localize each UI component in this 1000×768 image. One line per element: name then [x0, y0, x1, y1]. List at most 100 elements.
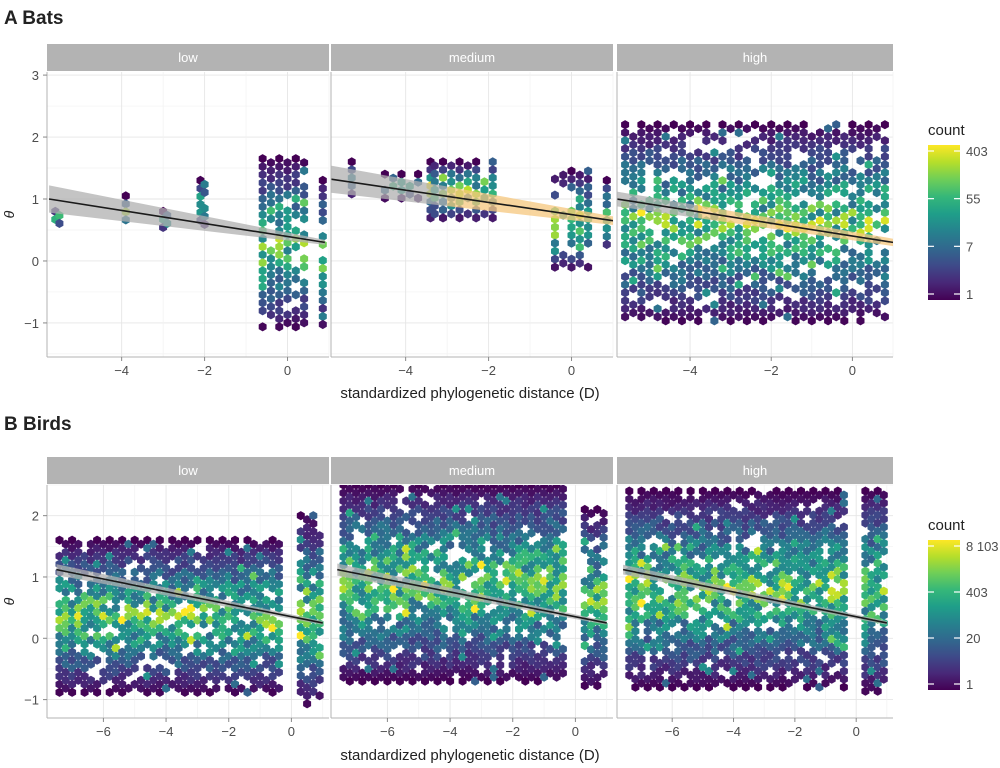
hexbin-cell: [602, 175, 611, 185]
hexbin-cell: [873, 550, 882, 560]
hexbin-cell: [558, 485, 567, 494]
hexbin-cell: [815, 546, 824, 556]
hexbin-cell: [833, 550, 842, 560]
hexbin-cell: [315, 643, 324, 653]
hexbin-cell: [861, 662, 870, 672]
hexbin-cell: [867, 530, 876, 540]
hexbin-cell: [833, 614, 842, 624]
hexbin-cell: [309, 543, 318, 553]
hexbin-cell: [502, 672, 511, 682]
hexbin-cell: [734, 192, 743, 202]
hexbin-cell: [187, 539, 196, 549]
hexbin-cell: [856, 212, 865, 222]
hexbin-cell: [726, 188, 735, 198]
hexbin-cell: [790, 522, 799, 532]
hexbin-cell: [480, 209, 489, 219]
hexbin-cell: [674, 654, 683, 664]
hexbin-cell: [717, 506, 726, 516]
hexbin-cell: [68, 631, 77, 641]
hexbin-cell: [540, 536, 549, 546]
hexbin-cell: [772, 526, 781, 536]
hexbin-cell: [212, 611, 221, 621]
hexbin-cell: [421, 660, 429, 670]
hexbin-cell: [262, 579, 271, 589]
hexbin-cell: [452, 648, 461, 658]
hexbin-cell: [686, 646, 695, 656]
hexbin-cell: [309, 679, 318, 689]
hexbin-cell: [315, 531, 324, 541]
hexbin-cell: [839, 546, 848, 556]
hexbin-cell: [778, 586, 787, 596]
hexbin-cell: [655, 490, 664, 500]
hexbin-cell: [686, 486, 695, 496]
hexbin-cell: [694, 276, 703, 286]
hexbin-cell: [300, 318, 309, 328]
hexbin-cell: [224, 651, 233, 661]
hexbin-cell: [735, 678, 744, 688]
hexbin-cell: [402, 600, 411, 610]
hexbin-cell: [686, 216, 694, 226]
hexbin-cell: [414, 496, 423, 506]
hexbin-cell: [655, 618, 664, 628]
hexbin-cell: [718, 152, 727, 162]
hexbin-cell: [775, 172, 784, 182]
hexbin-cell: [694, 260, 703, 270]
hexbin-cell: [674, 486, 683, 496]
hexbin-cell: [218, 559, 227, 569]
hexbin-cell: [472, 213, 481, 223]
hexbin-cell: [735, 526, 744, 536]
hexbin-cell: [533, 572, 542, 582]
hexbin-cell: [395, 588, 404, 598]
hexbin-cell: [767, 288, 776, 298]
hexbin-cell: [527, 664, 536, 674]
hexbin-cell: [558, 516, 567, 526]
hexbin-cell: [662, 598, 671, 608]
hexbin-cell: [790, 554, 799, 564]
hexbin-cell: [698, 526, 707, 536]
hexbin-cell: [345, 604, 354, 614]
hexbin-cell: [268, 655, 277, 665]
hexbin-cell: [694, 188, 703, 198]
hexbin-cell: [130, 551, 139, 561]
hexbin-cell: [370, 636, 379, 646]
hexbin-cell: [93, 599, 102, 609]
hexbin-cell: [256, 543, 265, 553]
hexbin-cell: [741, 674, 750, 684]
hexbin-cell: [735, 550, 744, 560]
hexbin-cell: [686, 264, 694, 274]
hexbin-cell: [643, 506, 652, 516]
hexbin-cell: [86, 611, 95, 621]
hexbin-cell: [643, 514, 652, 524]
hexbin-cell: [339, 552, 348, 562]
hexbin-cell: [364, 664, 373, 674]
hexbin-cell: [751, 304, 759, 314]
hexbin-cell: [680, 618, 689, 628]
hexbin-cell: [283, 222, 292, 232]
facet-strip: [617, 457, 893, 484]
hexbin-cell: [559, 258, 568, 268]
hexbin-cell: [821, 518, 830, 528]
hexbin-cell: [815, 618, 824, 628]
hexbin-cell: [741, 578, 750, 588]
hexbin-cell: [775, 156, 784, 166]
hexbin-cell: [784, 678, 793, 688]
y-axis-title: θ: [1, 210, 17, 218]
hexbin-cell: [515, 632, 523, 642]
hexbin-cell: [452, 528, 461, 538]
hexbin-cell: [477, 632, 486, 642]
hexbin-cell: [309, 551, 318, 561]
hexbin-cell: [421, 612, 429, 622]
hexbin-cell: [408, 604, 417, 614]
hexbin-cell: [686, 224, 694, 234]
hexbin-cell: [187, 555, 196, 565]
hexbin-cell: [754, 562, 763, 572]
hexbin-cell: [249, 675, 258, 685]
hexbin-cell: [558, 540, 567, 550]
hexbin-cell: [879, 538, 888, 548]
hexbin-cell: [686, 160, 694, 170]
hexbin-cell: [358, 588, 367, 598]
hexbin-cell: [645, 308, 654, 318]
hexbin-cell: [193, 575, 202, 585]
hexbin-cell: [821, 526, 830, 536]
hexbin-cell: [111, 611, 120, 621]
